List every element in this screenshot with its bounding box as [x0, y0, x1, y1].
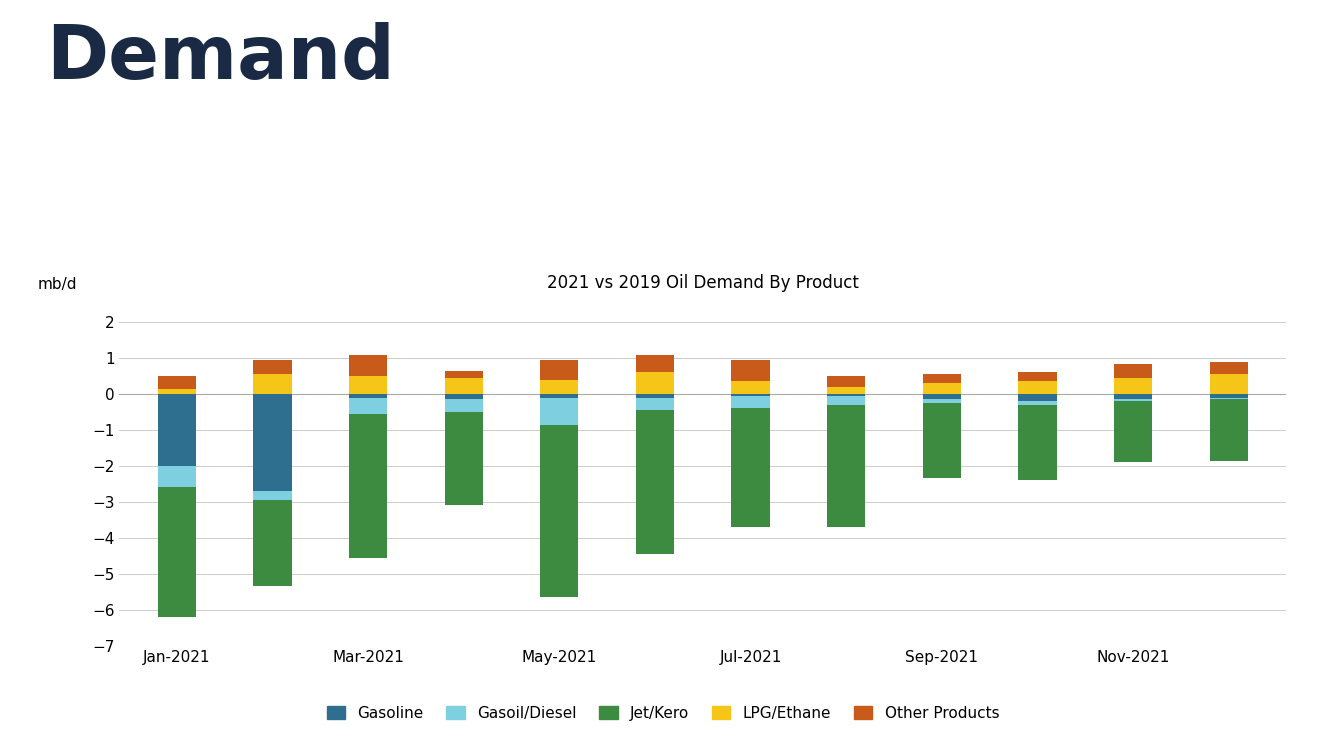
Bar [253, 394, 292, 491]
Bar [158, 376, 196, 389]
Bar [1018, 401, 1057, 405]
Bar [827, 405, 866, 527]
Bar [732, 408, 769, 527]
Text: Demand: Demand [46, 22, 395, 95]
Bar [540, 398, 578, 424]
Bar [1209, 374, 1248, 394]
Bar [732, 395, 769, 408]
Bar [732, 394, 769, 395]
Bar [732, 360, 769, 381]
Bar [158, 394, 196, 466]
Bar [923, 403, 961, 479]
Bar [540, 380, 578, 394]
Bar [1018, 372, 1057, 381]
Bar [827, 376, 866, 387]
Bar [923, 384, 961, 394]
Bar [1114, 399, 1152, 401]
Bar [158, 389, 196, 394]
Bar [349, 414, 387, 557]
Bar [253, 374, 292, 394]
Bar [253, 360, 292, 374]
Bar [1018, 394, 1057, 401]
Bar [1209, 361, 1248, 374]
Bar [827, 387, 866, 394]
Bar [1018, 405, 1057, 480]
Bar [444, 412, 483, 505]
Bar [636, 372, 674, 394]
Bar [540, 424, 578, 597]
Bar [1114, 401, 1152, 462]
Bar [1114, 394, 1152, 399]
Bar [253, 500, 292, 586]
Bar [444, 378, 483, 394]
Bar [1018, 381, 1057, 394]
Text: mb/d: mb/d [37, 277, 77, 292]
Bar [1114, 364, 1152, 378]
Bar [349, 398, 387, 414]
Bar [923, 374, 961, 384]
Bar [827, 394, 866, 395]
Bar [636, 410, 674, 554]
Bar [636, 398, 674, 410]
Bar [827, 395, 866, 405]
Bar [349, 376, 387, 394]
Bar [1209, 398, 1248, 399]
Bar [253, 491, 292, 500]
Bar [158, 487, 196, 617]
Bar [444, 394, 483, 399]
Bar [444, 399, 483, 412]
Bar [636, 355, 674, 372]
Bar [349, 394, 387, 398]
Bar [540, 360, 578, 380]
Bar [1209, 399, 1248, 461]
Bar [1209, 394, 1248, 398]
Bar [158, 466, 196, 487]
Bar [444, 371, 483, 378]
Bar [1114, 378, 1152, 394]
Bar [636, 394, 674, 398]
Bar [540, 394, 578, 398]
Title: 2021 vs 2019 Oil Demand By Product: 2021 vs 2019 Oil Demand By Product [546, 274, 859, 292]
Bar [923, 399, 961, 403]
Bar [732, 381, 769, 394]
Bar [349, 355, 387, 376]
Legend: Gasoline, Gasoil/Diesel, Jet/Kero, LPG/Ethane, Other Products: Gasoline, Gasoil/Diesel, Jet/Kero, LPG/E… [321, 700, 1005, 727]
Bar [923, 394, 961, 399]
